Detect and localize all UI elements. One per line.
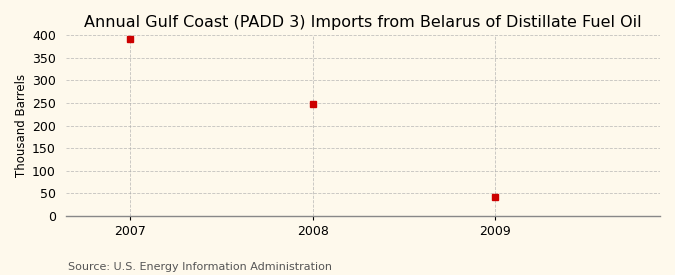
Y-axis label: Thousand Barrels: Thousand Barrels xyxy=(15,74,28,177)
Text: Source: U.S. Energy Information Administration: Source: U.S. Energy Information Administ… xyxy=(68,262,331,272)
Title: Annual Gulf Coast (PADD 3) Imports from Belarus of Distillate Fuel Oil: Annual Gulf Coast (PADD 3) Imports from … xyxy=(84,15,642,30)
